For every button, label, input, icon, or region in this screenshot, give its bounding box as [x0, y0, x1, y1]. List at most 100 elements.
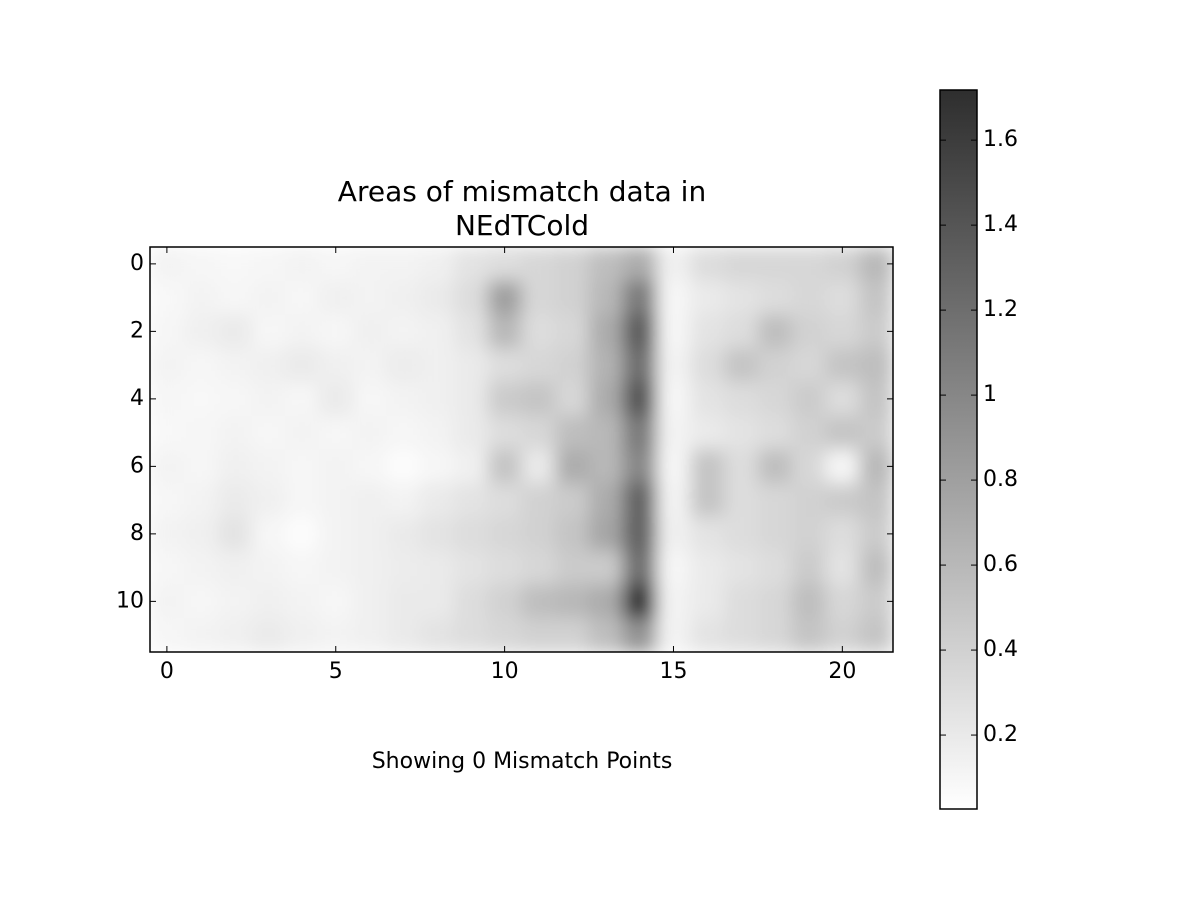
- heatmap-cell: [251, 517, 286, 552]
- heatmap-cell: [521, 247, 556, 282]
- heatmap-cell: [757, 483, 793, 518]
- heatmap-cell: [217, 280, 252, 315]
- heatmap-cell: [420, 550, 455, 585]
- heatmap-cell: [386, 415, 421, 450]
- heatmap-cell: [622, 314, 658, 349]
- heatmap-cell: [690, 314, 725, 349]
- heatmap-cell: [724, 483, 759, 518]
- heatmap-cell: [285, 415, 320, 450]
- heatmap-cell: [859, 618, 893, 652]
- heatmap-cell: [150, 280, 185, 315]
- heatmap-cell: [217, 618, 252, 652]
- heatmap-cell: [589, 483, 624, 518]
- heatmap-cell: [150, 483, 185, 518]
- heatmap-cell: [825, 449, 860, 484]
- heatmap-cell: [690, 382, 725, 417]
- heatmap-cell: [656, 348, 691, 383]
- colorbar-tick-label: 1.4: [983, 212, 1018, 237]
- heatmap-cell: [318, 550, 354, 585]
- heatmap-cell: [690, 247, 725, 282]
- heatmap-cell: [825, 517, 860, 552]
- heatmap-cell: [251, 348, 286, 383]
- x-tick-label: 0: [160, 659, 174, 684]
- heatmap-cell: [555, 449, 590, 484]
- heatmap-cell: [656, 584, 691, 619]
- heatmap-cell: [487, 483, 522, 518]
- heatmap-cell: [757, 517, 793, 552]
- heatmap-cell: [386, 483, 421, 518]
- heatmap-cell: [825, 415, 860, 450]
- heatmap-cell: [285, 483, 320, 518]
- heatmap-cell: [183, 415, 219, 450]
- heatmap-cell: [690, 449, 725, 484]
- heatmap-cell: [251, 483, 286, 518]
- heatmap-cell: [183, 280, 219, 315]
- heatmap-cell: [251, 415, 286, 450]
- heatmap-cell: [453, 280, 489, 315]
- heatmap-cell: [420, 618, 455, 652]
- heatmap-cell: [420, 280, 455, 315]
- heatmap-cell: [690, 415, 725, 450]
- heatmap-cell: [386, 280, 421, 315]
- heatmap-cell: [521, 280, 556, 315]
- heatmap-cell: [318, 517, 354, 552]
- heatmap-cell: [859, 550, 893, 585]
- heatmap-cell: [825, 550, 860, 585]
- heatmap-cell: [791, 415, 826, 450]
- heatmap-cell: [386, 618, 421, 652]
- colorbar-tick-label: 1.6: [983, 127, 1018, 152]
- heatmap-cell: [183, 584, 219, 619]
- heatmap-cell: [352, 618, 387, 652]
- heatmap-cell: [386, 449, 421, 484]
- heatmap-cell: [757, 550, 793, 585]
- heatmap-cell: [217, 247, 252, 282]
- heatmap-cell: [622, 382, 658, 417]
- heatmap-cell: [521, 415, 556, 450]
- x-tick-label: 5: [329, 659, 343, 684]
- heatmap-cell: [487, 584, 522, 619]
- y-tick-label: 6: [130, 453, 144, 478]
- heatmap-cell: [622, 348, 658, 383]
- heatmap-cell: [859, 280, 893, 315]
- heatmap-cell: [589, 449, 624, 484]
- heatmap-cell: [251, 247, 286, 282]
- heatmap-cell: [757, 280, 793, 315]
- heatmap-cell: [656, 517, 691, 552]
- heatmap-cell: [352, 517, 387, 552]
- heatmap-cell: [487, 449, 522, 484]
- heatmap-cell: [251, 314, 286, 349]
- heatmap-cell: [791, 280, 826, 315]
- heatmap-cell: [453, 382, 489, 417]
- heatmap-cell: [386, 314, 421, 349]
- heatmap-cell: [352, 280, 387, 315]
- heatmap-cell: [487, 348, 522, 383]
- heatmap-cell: [589, 247, 624, 282]
- heatmap-cell: [724, 618, 759, 652]
- heatmap-cell: [555, 483, 590, 518]
- heatmap-cell: [487, 517, 522, 552]
- heatmap-cell: [724, 382, 759, 417]
- plot-frame: [149, 246, 894, 653]
- heatmap-cell: [724, 415, 759, 450]
- heatmap-cell: [352, 483, 387, 518]
- heatmap-cell: [217, 314, 252, 349]
- heatmap-cell: [555, 280, 590, 315]
- annotation: Showing 0 Mismatch Points: [372, 749, 673, 774]
- y-tick-label: 8: [130, 521, 144, 546]
- heatmap-cell: [589, 314, 624, 349]
- heatmap-cell: [521, 449, 556, 484]
- chart-title: NEdTCold: [455, 209, 589, 242]
- x-tick-label: 20: [828, 659, 856, 684]
- heatmap-cell: [791, 618, 826, 652]
- heatmap-cell: [183, 314, 219, 349]
- heatmap-cell: [150, 550, 185, 585]
- heatmap-cell: [352, 550, 387, 585]
- x-tick-label: 15: [659, 659, 687, 684]
- heatmap-cell: [757, 449, 793, 484]
- heatmap-cell: [217, 550, 252, 585]
- heatmap-cell: [555, 382, 590, 417]
- heatmap-cell: [285, 314, 320, 349]
- heatmap-cell: [285, 247, 320, 282]
- y-tick-label: 0: [130, 251, 144, 276]
- heatmap-cell: [183, 550, 219, 585]
